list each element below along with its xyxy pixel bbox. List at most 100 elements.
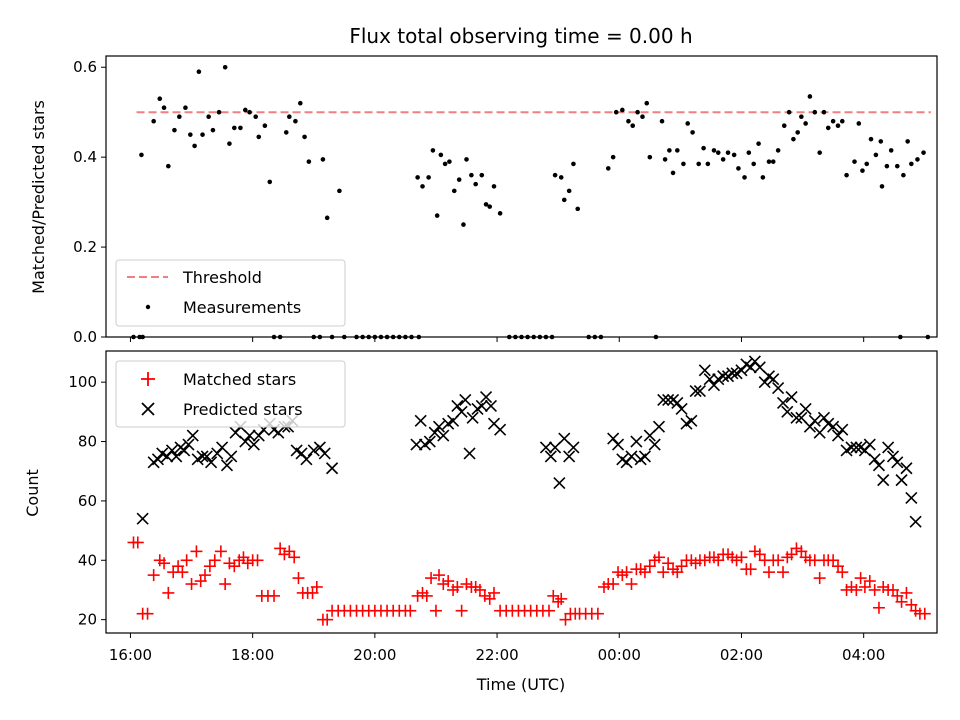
measurement-point bbox=[558, 175, 564, 180]
measurement-point bbox=[298, 100, 303, 106]
predicted-star-point bbox=[891, 456, 904, 469]
top-y-tick-label: 0.4 bbox=[73, 148, 97, 166]
matched-star-point bbox=[675, 560, 688, 573]
measurement-point bbox=[172, 127, 177, 133]
measurement-point bbox=[302, 134, 307, 140]
measurement-point bbox=[817, 150, 822, 155]
measurement-point bbox=[905, 139, 910, 144]
measurement-point bbox=[799, 114, 804, 119]
measurements-legend-marker bbox=[145, 304, 151, 310]
measurement-point bbox=[839, 118, 845, 124]
matched-star-point bbox=[321, 613, 334, 626]
predicted-star-point bbox=[693, 385, 706, 398]
matched-star-point bbox=[547, 589, 560, 602]
predicted-star-point bbox=[744, 361, 757, 374]
measurement-point bbox=[644, 100, 650, 106]
measurement-point bbox=[283, 130, 289, 135]
matched-star-point bbox=[241, 557, 254, 570]
measurement-point bbox=[575, 206, 581, 212]
measurement-point bbox=[742, 175, 747, 180]
measurement-point bbox=[227, 141, 232, 146]
matched-star-point bbox=[176, 566, 189, 579]
bottom-x-ticks: 16:00 18:00 20:00 22:00 00:00 02:00 04:00 bbox=[109, 633, 885, 664]
predicted-star-point bbox=[466, 411, 479, 424]
predicted-star-point bbox=[243, 429, 256, 442]
measurement-point bbox=[915, 157, 920, 162]
measurement-point bbox=[464, 157, 469, 162]
measurement-point bbox=[696, 161, 701, 167]
predicted-star-point bbox=[625, 450, 638, 463]
measurement-point bbox=[497, 211, 503, 216]
matched-star-point bbox=[836, 566, 849, 579]
measurement-point bbox=[659, 118, 665, 124]
top-y-tick-label: 0.2 bbox=[73, 238, 97, 256]
measurement-point bbox=[781, 123, 787, 128]
measurement-point bbox=[139, 152, 144, 158]
bottom-panel: 20 40 60 80 100 16:00 18:00 20:00 22:00 00:00 02:… bbox=[23, 350, 938, 694]
predicted-star-point bbox=[717, 370, 730, 383]
matched-star-point bbox=[753, 548, 766, 561]
predicted-star-point bbox=[563, 450, 576, 463]
matched-star-point bbox=[858, 580, 871, 593]
top-x-ticks bbox=[129, 337, 865, 342]
matched-star-point bbox=[451, 580, 464, 593]
measurement-point bbox=[438, 152, 444, 158]
predicted-star-point bbox=[479, 390, 493, 404]
bottom-y-tick-label: 20 bbox=[78, 611, 97, 629]
measurement-point bbox=[415, 175, 420, 180]
matched-star-point bbox=[190, 545, 203, 558]
predicted-star-point bbox=[877, 474, 890, 487]
predicted-star-point bbox=[630, 435, 643, 448]
matched-star-point bbox=[900, 586, 913, 599]
measurement-point bbox=[844, 172, 849, 178]
matched-star-point bbox=[785, 548, 798, 561]
measurement-point bbox=[610, 154, 616, 160]
measurement-point bbox=[483, 202, 489, 207]
matched-star-point bbox=[918, 607, 931, 620]
x-axis-label: Time (UTC) bbox=[476, 675, 565, 694]
matched-star-point bbox=[433, 569, 446, 582]
measurement-point bbox=[157, 96, 163, 102]
predicted-star-point bbox=[657, 393, 670, 407]
measurement-point bbox=[821, 109, 827, 115]
predicted-star-point bbox=[428, 426, 441, 439]
measurement-point bbox=[613, 109, 619, 115]
matched-star-point bbox=[827, 554, 840, 567]
measurement-point bbox=[770, 159, 776, 164]
measurement-point bbox=[670, 170, 676, 176]
matched-star-point bbox=[310, 580, 323, 593]
predicted-star-point bbox=[868, 453, 881, 466]
predicted-star-point bbox=[900, 462, 913, 475]
matched-star-point bbox=[845, 580, 858, 593]
measurement-point bbox=[426, 175, 431, 180]
measurement-point bbox=[909, 161, 914, 167]
measurement-point bbox=[681, 161, 686, 167]
matched-star-point bbox=[712, 554, 725, 567]
measurement-point bbox=[262, 123, 268, 128]
measurement-point bbox=[791, 136, 796, 142]
measurement-point bbox=[825, 125, 831, 131]
predicted-star-point bbox=[300, 453, 313, 466]
measurement-point bbox=[473, 181, 478, 187]
measurement-point bbox=[196, 69, 202, 75]
predicted-star-point bbox=[567, 441, 580, 454]
matched-star-point bbox=[555, 592, 568, 605]
matched-star-point bbox=[790, 542, 803, 555]
predicted-star-point bbox=[850, 441, 863, 454]
predicted-star-point bbox=[799, 402, 812, 415]
top-y-ticks: 0.0 0.2 0.4 0.6 bbox=[73, 58, 106, 346]
measurement-point bbox=[222, 64, 228, 70]
measurement-point bbox=[267, 179, 273, 185]
measurement-point bbox=[491, 184, 497, 189]
measurement-point bbox=[487, 204, 493, 209]
bottom-y-axis-label: Count bbox=[23, 469, 42, 517]
matched-star-point bbox=[591, 607, 604, 620]
measurement-point bbox=[647, 154, 653, 160]
measurement-point bbox=[662, 157, 668, 162]
matched-star-point bbox=[735, 551, 748, 564]
predicted-star-point bbox=[689, 385, 702, 398]
matched-star-point bbox=[868, 583, 881, 596]
measurement-point bbox=[247, 109, 252, 115]
measurement-point bbox=[715, 150, 721, 155]
